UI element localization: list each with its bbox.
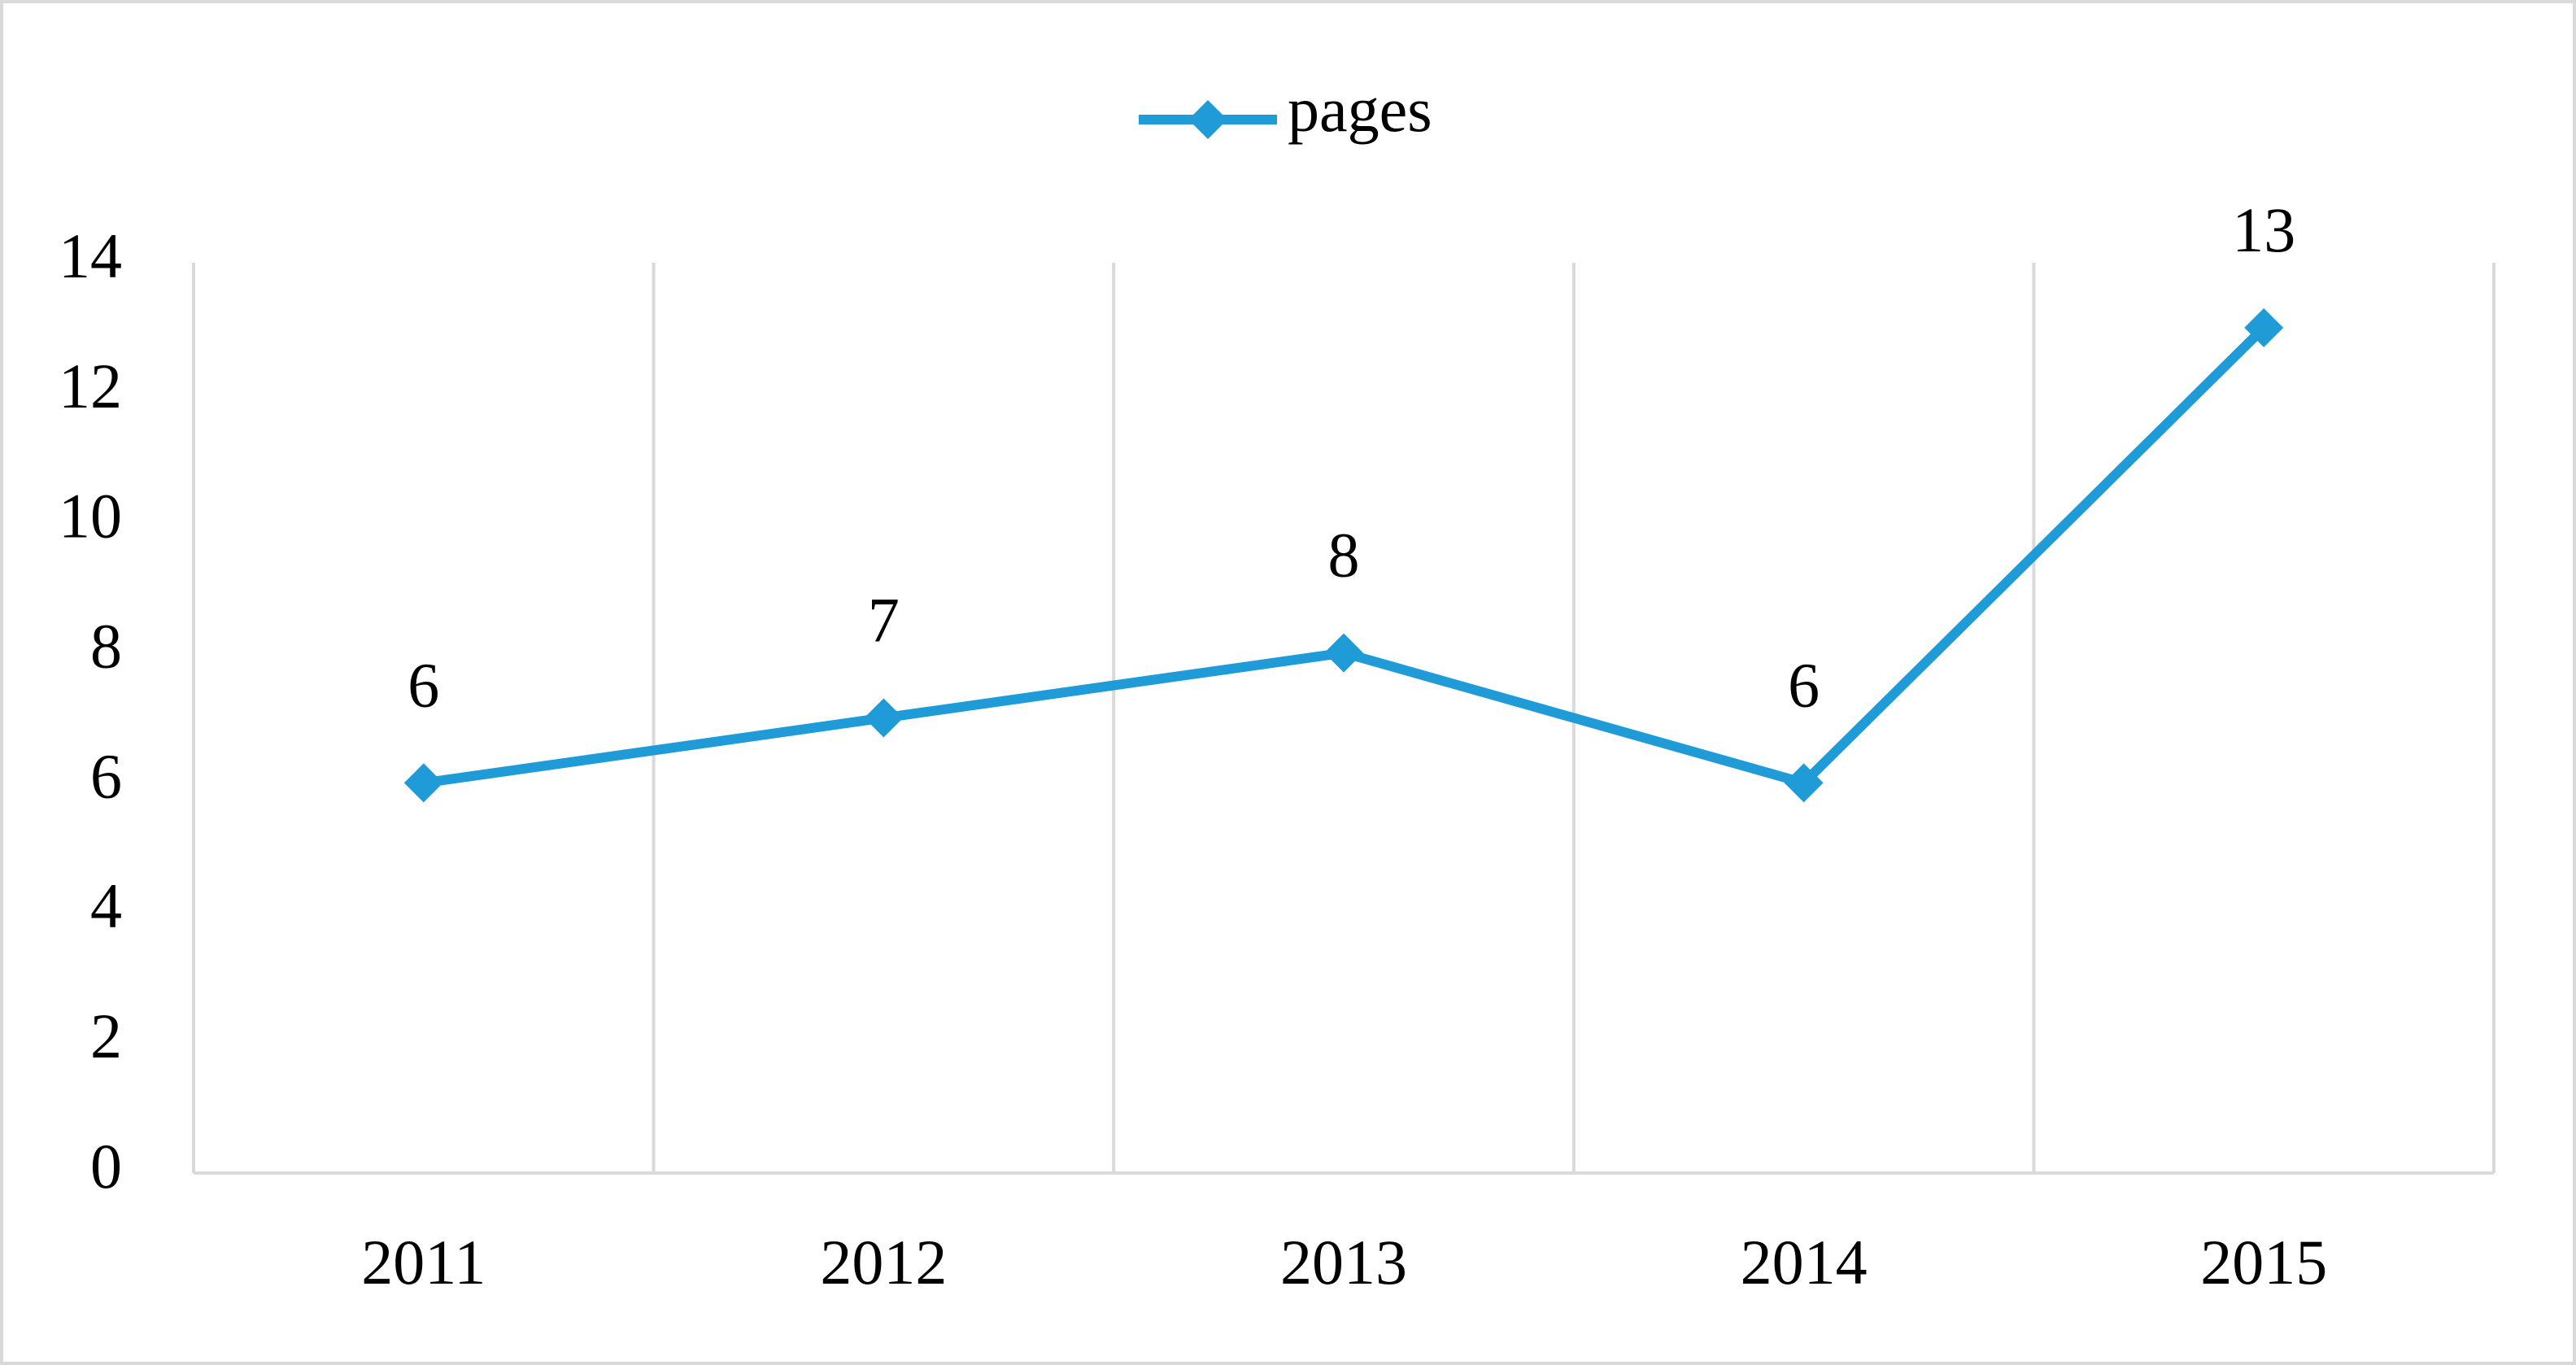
data-label: 7 bbox=[868, 584, 900, 655]
data-label: 13 bbox=[2232, 194, 2295, 265]
x-tick-label: 2011 bbox=[361, 1227, 486, 1297]
point-marker bbox=[1784, 763, 1824, 803]
data-label: 8 bbox=[1328, 519, 1360, 590]
y-tick-label: 4 bbox=[90, 870, 122, 941]
y-tick-label: 2 bbox=[90, 1001, 122, 1071]
legend-label: pages bbox=[1288, 74, 1432, 145]
x-tick-label: 2013 bbox=[1280, 1227, 1407, 1297]
y-tick-label: 10 bbox=[59, 481, 122, 552]
point-marker bbox=[403, 763, 443, 803]
x-tick-label: 2015 bbox=[2200, 1227, 2327, 1297]
point-marker bbox=[864, 698, 904, 738]
y-tick-label: 0 bbox=[90, 1131, 122, 1201]
point-marker bbox=[2244, 307, 2284, 347]
data-label: 6 bbox=[1788, 649, 1820, 720]
legend-marker bbox=[1188, 100, 1227, 139]
point-marker bbox=[1324, 633, 1363, 673]
x-tick-label: 2012 bbox=[820, 1227, 947, 1297]
data-label: 6 bbox=[408, 649, 439, 720]
y-tick-label: 8 bbox=[90, 610, 122, 681]
y-tick-label: 6 bbox=[90, 740, 122, 811]
y-tick-label: 14 bbox=[59, 220, 122, 291]
x-tick-label: 2014 bbox=[1741, 1227, 1868, 1297]
y-tick-label: 12 bbox=[59, 351, 122, 421]
